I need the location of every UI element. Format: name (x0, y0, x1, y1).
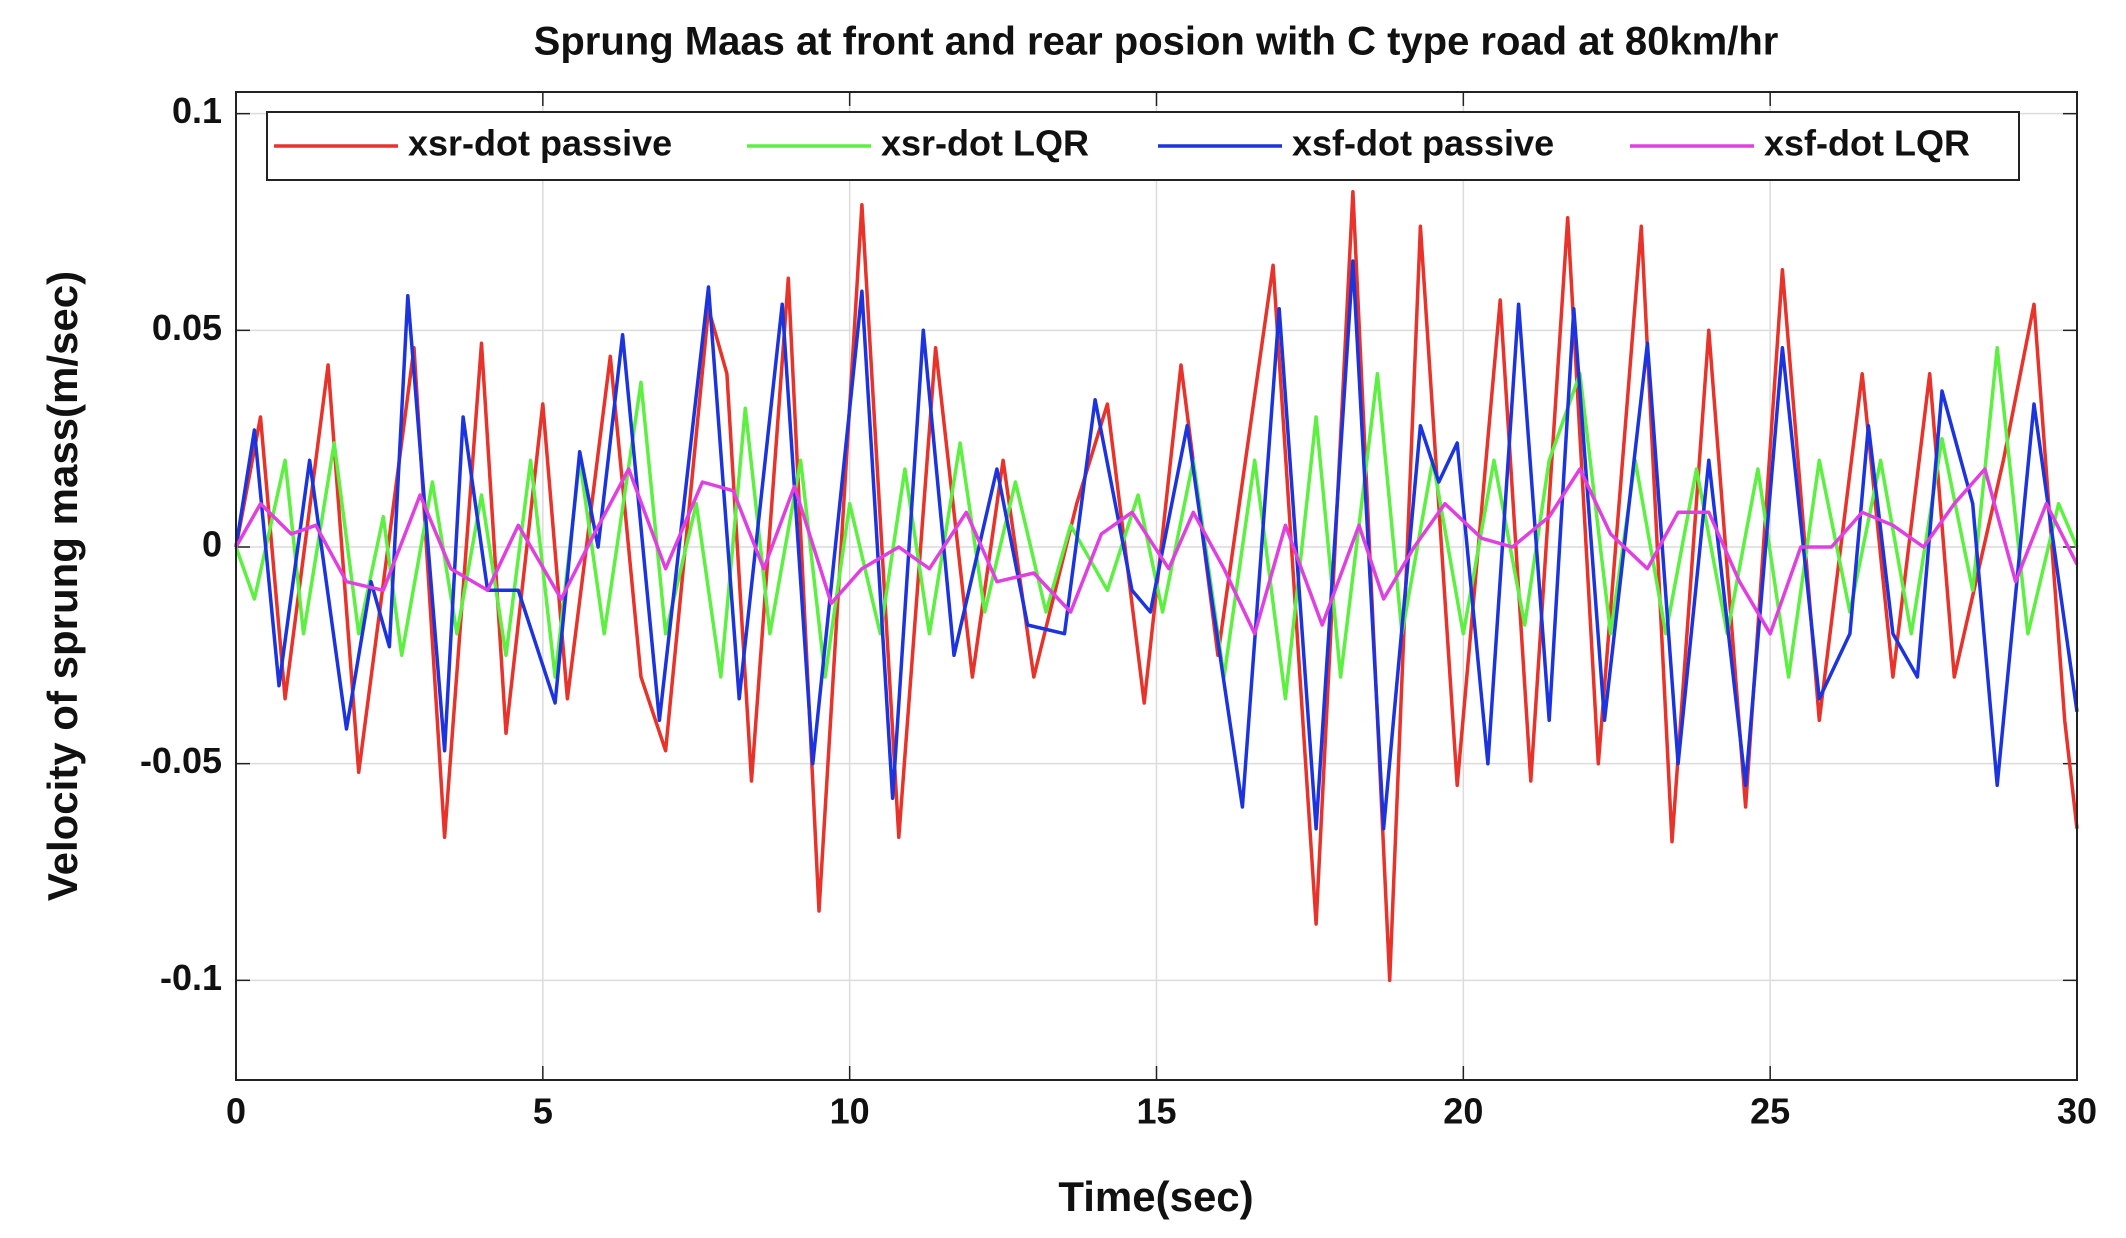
y-tick-label: -0.05 (140, 740, 222, 781)
legend-label: xsr-dot LQR (881, 123, 1089, 164)
y-tick-label: 0 (202, 524, 222, 565)
plot-frame (235, 91, 2078, 1081)
y-tick-label: 0.05 (152, 307, 222, 348)
chart-title: Sprung Maas at front and rear posion wit… (534, 20, 1779, 64)
data-line (234, 259, 2079, 831)
x-tick-label: 0 (226, 1091, 246, 1132)
data-line (234, 467, 2079, 636)
x-tick-label: 5 (533, 1091, 553, 1132)
legend-label: xsr-dot passive (408, 123, 672, 164)
legend-label: xsf-dot LQR (1764, 123, 1970, 164)
y-tick-label: -0.1 (160, 957, 222, 998)
x-tick-label: 30 (2057, 1091, 2097, 1132)
x-tick-label: 10 (830, 1091, 870, 1132)
x-tick-label: 25 (1750, 1091, 1790, 1132)
x-tick-label: 20 (1443, 1091, 1483, 1132)
legend-label: xsf-dot passive (1292, 123, 1554, 164)
data-line (234, 345, 2079, 701)
y-tick-label: 0.1 (172, 90, 222, 131)
x-axis-label: Time(sec) (1058, 1173, 1253, 1220)
y-axis-label: Velocity of sprung mass(m/sec) (39, 271, 86, 901)
x-tick-label: 15 (1136, 1091, 1176, 1132)
